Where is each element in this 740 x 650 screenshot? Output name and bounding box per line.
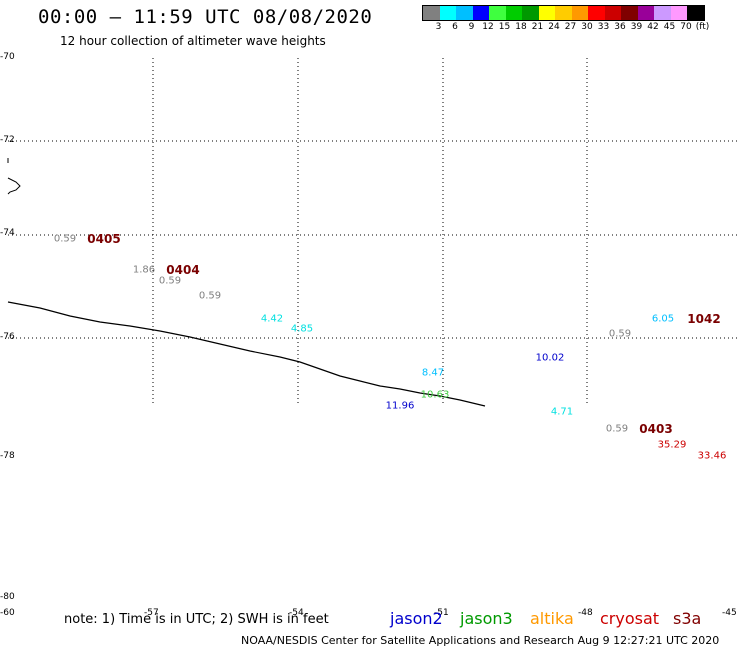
- coastline: [7, 301, 486, 407]
- color-scale-label: 12: [482, 22, 494, 32]
- color-scale-label: 30: [581, 22, 593, 32]
- swh-reading: 4.85: [290, 323, 314, 335]
- color-scale-label: 6: [452, 22, 458, 32]
- color-swatch: [555, 6, 572, 20]
- color-swatch: [654, 6, 671, 20]
- color-swatch: [538, 6, 555, 20]
- map-subtitle: 12 hour collection of altimeter wave hei…: [60, 34, 326, 48]
- color-swatch: [687, 6, 704, 20]
- color-scale-label: 24: [548, 22, 560, 32]
- color-scale-label: 36: [614, 22, 626, 32]
- lat-label-78: -78: [0, 451, 15, 461]
- map-title: 00:00 – 11:59 UTC 08/08/2020: [38, 6, 373, 28]
- swh-reading: 10.02: [535, 352, 565, 364]
- color-scale-label: 18: [515, 22, 527, 32]
- color-swatch: [670, 6, 687, 20]
- color-swatch: [489, 6, 506, 20]
- pass-time-label: 0403: [639, 422, 673, 436]
- color-swatch: [621, 6, 638, 20]
- color-scale-label: 39: [630, 22, 643, 32]
- swh-reading: 0.59: [158, 275, 182, 287]
- color-scale-label: 3: [435, 22, 442, 32]
- lat-label-70: -70: [0, 52, 15, 62]
- lat-label-76: -76: [0, 332, 15, 342]
- color-scale-bar: [422, 5, 705, 21]
- swh-reading: 0.59: [198, 290, 222, 302]
- swh-reading: 4.42: [260, 313, 284, 325]
- satellite-legend-cryosat: cryosat: [600, 609, 660, 628]
- lat-label-72: -72: [0, 135, 15, 145]
- lon-label-54: -54: [289, 608, 304, 618]
- pass-time-label: 1042: [687, 312, 721, 326]
- color-scale-label: 21: [531, 22, 544, 32]
- color-scale-label: (ft): [695, 22, 710, 32]
- swh-reading: 0.59: [605, 423, 629, 435]
- color-scale-labels: 3 6 9 12 15 18 21 24 27 30 33 36 39 42 45 70 (ft): [422, 22, 740, 34]
- swh-reading: 0.59: [608, 328, 632, 340]
- satellite-legend-altika: altika: [530, 609, 574, 628]
- color-scale-label: 42: [647, 22, 659, 32]
- swh-reading: 10.63: [420, 389, 450, 401]
- satellite-legend-s3a: s3a: [673, 609, 702, 628]
- lon-label-60: -60: [0, 608, 15, 618]
- color-scale-label: 45: [663, 22, 676, 32]
- color-scale-label: 27: [564, 22, 577, 32]
- color-swatch: [571, 6, 588, 20]
- color-swatch: [505, 6, 522, 20]
- color-scale-label: 9: [468, 22, 475, 32]
- swh-reading: 0.59: [53, 233, 77, 245]
- lon-label-45: -45: [722, 608, 737, 618]
- swh-reading: 4.71: [550, 406, 574, 418]
- swh-reading: 1.86: [132, 264, 156, 276]
- color-swatch: [588, 6, 605, 20]
- satellite-legend-jason3: jason3: [460, 609, 513, 628]
- swh-reading: 6.05: [651, 313, 675, 325]
- swh-reading: 33.46: [697, 450, 727, 462]
- footer-credit: NOAA/NESDIS Center for Satellite Applica…: [241, 634, 720, 647]
- swh-reading: 11.96: [385, 400, 415, 412]
- color-swatch: [456, 6, 473, 20]
- swh-reading: 35.29: [657, 439, 687, 451]
- lat-label-74: -74: [0, 228, 15, 238]
- swh-reading: 8.47: [421, 367, 445, 379]
- color-scale-label: 15: [498, 22, 511, 32]
- pass-time-label: 0404: [166, 263, 200, 277]
- pass-time-label: 0405: [87, 232, 121, 246]
- lon-label-51: -51: [434, 608, 449, 618]
- lat-label-80: -80: [0, 592, 15, 602]
- units-note: note: 1) Time is in UTC; 2) SWH is in fe…: [64, 612, 329, 627]
- island-outline: [7, 177, 21, 195]
- color-swatch: [637, 6, 654, 20]
- satellite-legend-jason2: jason2: [390, 609, 443, 628]
- color-swatch: [423, 6, 440, 20]
- color-scale-label: 70: [680, 22, 692, 32]
- color-swatch: [472, 6, 489, 20]
- color-swatch: [604, 6, 621, 20]
- color-scale-label: 33: [597, 22, 610, 32]
- lon-label-57: -57: [144, 608, 159, 618]
- color-swatch: [439, 6, 456, 20]
- color-swatch: [522, 6, 539, 20]
- lon-label-48: -48: [578, 608, 593, 618]
